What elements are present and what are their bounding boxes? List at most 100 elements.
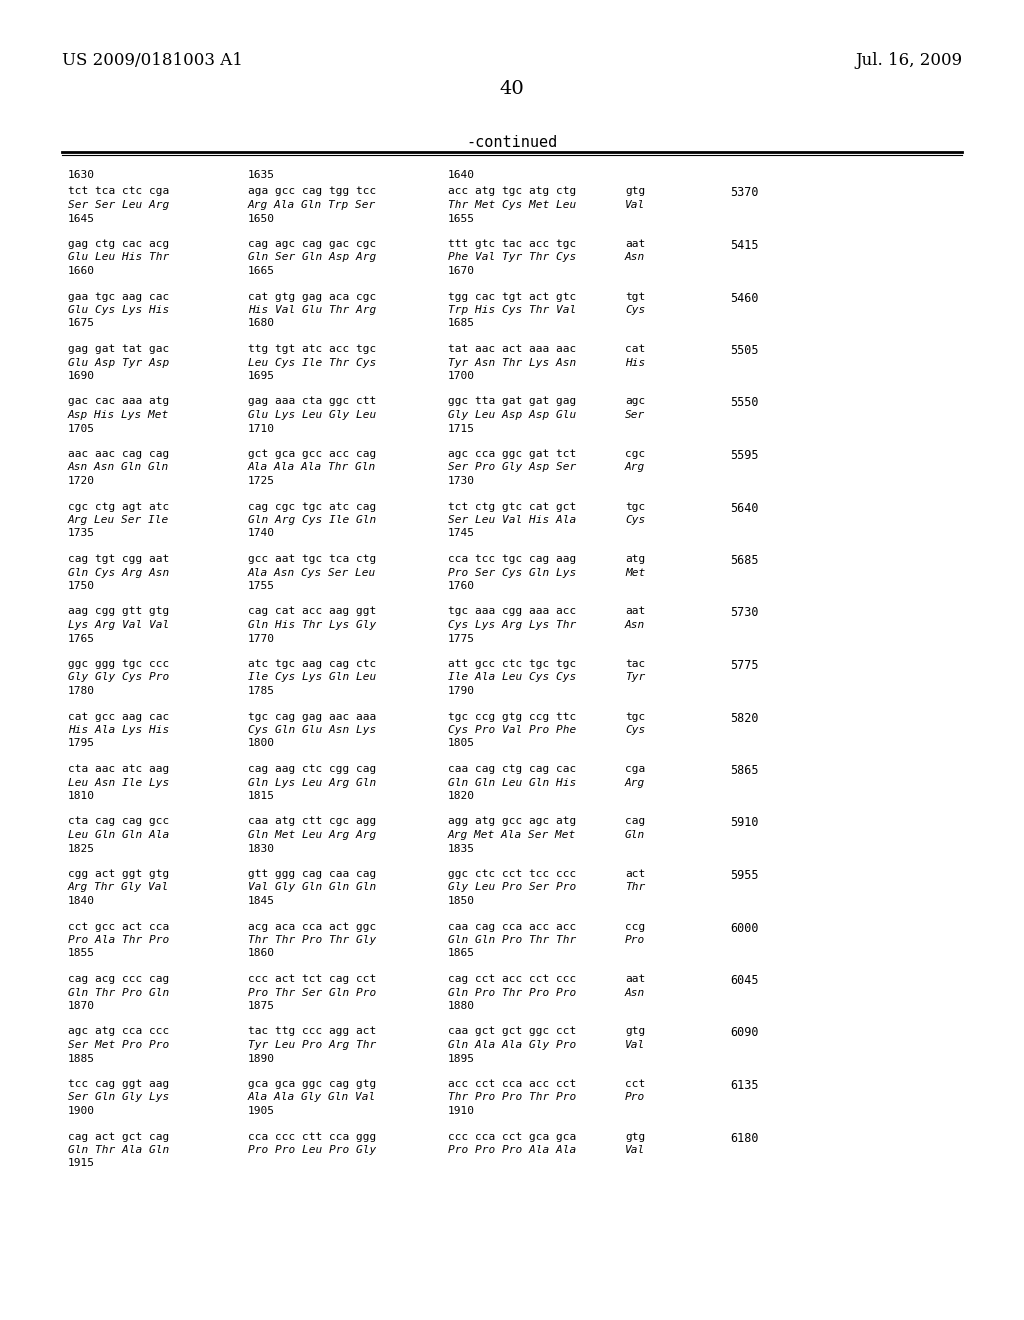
Text: 1725: 1725	[248, 477, 275, 486]
Text: Gln Arg Cys Ile Gln: Gln Arg Cys Ile Gln	[248, 515, 376, 525]
Text: Lys Arg Val Val: Lys Arg Val Val	[68, 620, 169, 630]
Text: act: act	[625, 869, 645, 879]
Text: cct: cct	[625, 1078, 645, 1089]
Text: Pro: Pro	[625, 935, 645, 945]
Text: 1685: 1685	[449, 318, 475, 329]
Text: cct gcc act cca: cct gcc act cca	[68, 921, 169, 932]
Text: 5820: 5820	[730, 711, 759, 725]
Text: 1785: 1785	[248, 686, 275, 696]
Text: caa atg ctt cgc agg: caa atg ctt cgc agg	[248, 817, 376, 826]
Text: Arg: Arg	[625, 462, 645, 473]
Text: 1825: 1825	[68, 843, 95, 854]
Text: cga: cga	[625, 764, 645, 774]
Text: Asn: Asn	[625, 620, 645, 630]
Text: Glu Leu His Thr: Glu Leu His Thr	[68, 252, 169, 263]
Text: tcc cag ggt aag: tcc cag ggt aag	[68, 1078, 169, 1089]
Text: Cys: Cys	[625, 305, 645, 315]
Text: Arg: Arg	[625, 777, 645, 788]
Text: tgc ccg gtg ccg ttc: tgc ccg gtg ccg ttc	[449, 711, 577, 722]
Text: tgc: tgc	[625, 711, 645, 722]
Text: Cys Pro Val Pro Phe: Cys Pro Val Pro Phe	[449, 725, 577, 735]
Text: Pro Pro Pro Ala Ala: Pro Pro Pro Ala Ala	[449, 1144, 577, 1155]
Text: His Val Glu Thr Arg: His Val Glu Thr Arg	[248, 305, 376, 315]
Text: 1655: 1655	[449, 214, 475, 223]
Text: caa cag cca acc acc: caa cag cca acc acc	[449, 921, 577, 932]
Text: ccg: ccg	[625, 921, 645, 932]
Text: Gln Ser Gln Asp Arg: Gln Ser Gln Asp Arg	[248, 252, 376, 263]
Text: Gln: Gln	[625, 830, 645, 840]
Text: 1695: 1695	[248, 371, 275, 381]
Text: 1875: 1875	[248, 1001, 275, 1011]
Text: Ser Gln Gly Lys: Ser Gln Gly Lys	[68, 1093, 169, 1102]
Text: 1705: 1705	[68, 424, 95, 433]
Text: 1760: 1760	[449, 581, 475, 591]
Text: Val: Val	[625, 201, 645, 210]
Text: 1660: 1660	[68, 267, 95, 276]
Text: Gly Leu Asp Asp Glu: Gly Leu Asp Asp Glu	[449, 411, 577, 420]
Text: Ile Ala Leu Cys Cys: Ile Ala Leu Cys Cys	[449, 672, 577, 682]
Text: Leu Asn Ile Lys: Leu Asn Ile Lys	[68, 777, 169, 788]
Text: cta cag cag gcc: cta cag cag gcc	[68, 817, 169, 826]
Text: 1850: 1850	[449, 896, 475, 906]
Text: Gln Thr Ala Gln: Gln Thr Ala Gln	[68, 1144, 169, 1155]
Text: ccc cca cct gca gca: ccc cca cct gca gca	[449, 1131, 577, 1142]
Text: cgc ctg agt atc: cgc ctg agt atc	[68, 502, 169, 511]
Text: 1820: 1820	[449, 791, 475, 801]
Text: agg atg gcc agc atg: agg atg gcc agc atg	[449, 817, 577, 826]
Text: 1885: 1885	[68, 1053, 95, 1064]
Text: Pro Ala Thr Pro: Pro Ala Thr Pro	[68, 935, 169, 945]
Text: Leu Cys Ile Thr Cys: Leu Cys Ile Thr Cys	[248, 358, 376, 367]
Text: 1860: 1860	[248, 949, 275, 958]
Text: Pro: Pro	[625, 1093, 645, 1102]
Text: tgc cag gag aac aaa: tgc cag gag aac aaa	[248, 711, 376, 722]
Text: 1675: 1675	[68, 318, 95, 329]
Text: 1750: 1750	[68, 581, 95, 591]
Text: 1895: 1895	[449, 1053, 475, 1064]
Text: Tyr: Tyr	[625, 672, 645, 682]
Text: cat gcc aag cac: cat gcc aag cac	[68, 711, 169, 722]
Text: 6045: 6045	[730, 974, 759, 987]
Text: 1915: 1915	[68, 1159, 95, 1168]
Text: 1755: 1755	[248, 581, 275, 591]
Text: 6000: 6000	[730, 921, 759, 935]
Text: 1810: 1810	[68, 791, 95, 801]
Text: acc atg tgc atg ctg: acc atg tgc atg ctg	[449, 186, 577, 197]
Text: 1700: 1700	[449, 371, 475, 381]
Text: Asp His Lys Met: Asp His Lys Met	[68, 411, 169, 420]
Text: Val Gly Gln Gln Gln: Val Gly Gln Gln Gln	[248, 883, 376, 892]
Text: 1900: 1900	[68, 1106, 95, 1115]
Text: 5865: 5865	[730, 764, 759, 777]
Text: 1635: 1635	[248, 170, 275, 180]
Text: 1770: 1770	[248, 634, 275, 644]
Text: 1890: 1890	[248, 1053, 275, 1064]
Text: 1815: 1815	[248, 791, 275, 801]
Text: 5550: 5550	[730, 396, 759, 409]
Text: Arg Leu Ser Ile: Arg Leu Ser Ile	[68, 515, 169, 525]
Text: Gln Lys Leu Arg Gln: Gln Lys Leu Arg Gln	[248, 777, 376, 788]
Text: Gln Pro Thr Pro Pro: Gln Pro Thr Pro Pro	[449, 987, 577, 998]
Text: Ser Met Pro Pro: Ser Met Pro Pro	[68, 1040, 169, 1049]
Text: Pro Pro Leu Pro Gly: Pro Pro Leu Pro Gly	[248, 1144, 376, 1155]
Text: gtg: gtg	[625, 186, 645, 197]
Text: tat aac act aaa aac: tat aac act aaa aac	[449, 345, 577, 354]
Text: tgc aaa cgg aaa acc: tgc aaa cgg aaa acc	[449, 606, 577, 616]
Text: aag cgg gtt gtg: aag cgg gtt gtg	[68, 606, 169, 616]
Text: cag acg ccc cag: cag acg ccc cag	[68, 974, 169, 983]
Text: 6135: 6135	[730, 1078, 759, 1092]
Text: gtg: gtg	[625, 1131, 645, 1142]
Text: 1780: 1780	[68, 686, 95, 696]
Text: cag aag ctc cgg cag: cag aag ctc cgg cag	[248, 764, 376, 774]
Text: Ile Cys Lys Gln Leu: Ile Cys Lys Gln Leu	[248, 672, 376, 682]
Text: 1790: 1790	[449, 686, 475, 696]
Text: gag gat tat gac: gag gat tat gac	[68, 345, 169, 354]
Text: gtt ggg cag caa cag: gtt ggg cag caa cag	[248, 869, 376, 879]
Text: gct gca gcc acc cag: gct gca gcc acc cag	[248, 449, 376, 459]
Text: caa gct gct ggc cct: caa gct gct ggc cct	[449, 1027, 577, 1036]
Text: Asn: Asn	[625, 987, 645, 998]
Text: 1880: 1880	[449, 1001, 475, 1011]
Text: 1870: 1870	[68, 1001, 95, 1011]
Text: Cys Lys Arg Lys Thr: Cys Lys Arg Lys Thr	[449, 620, 577, 630]
Text: 5640: 5640	[730, 502, 759, 515]
Text: cat: cat	[625, 345, 645, 354]
Text: Thr: Thr	[625, 883, 645, 892]
